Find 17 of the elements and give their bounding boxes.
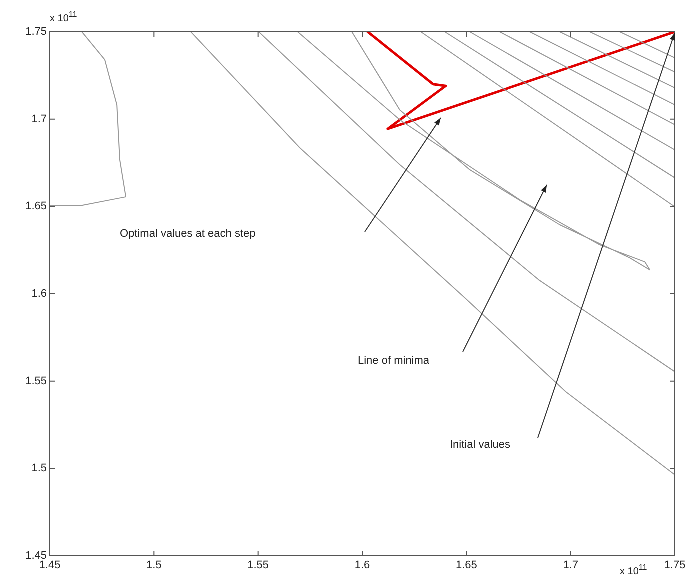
text: x 10$^{11}$ bbox=[620, 563, 648, 575]
y-tick-label: 1.6 bbox=[32, 288, 47, 300]
y-tick-label: 1.75 bbox=[26, 26, 47, 38]
y-tick-label: 1.5 bbox=[32, 462, 47, 475]
y-tick-label: 1.55 bbox=[26, 375, 47, 388]
x-tick-label: 1.65 bbox=[456, 560, 478, 572]
annotation: Initial values bbox=[450, 439, 511, 451]
x-tick-label: 1.6 bbox=[354, 560, 370, 572]
x-tick-label: 1.55 bbox=[248, 560, 270, 572]
y-tick-label: 1.7 bbox=[32, 113, 47, 126]
x-tick-label: 1.5 bbox=[146, 560, 162, 572]
annotation: Optimal values at each step bbox=[120, 228, 256, 240]
text: x 10$^{11}$ bbox=[50, 10, 78, 24]
x-tick-label: 1.7 bbox=[563, 560, 578, 572]
y-tick-label: 1.65 bbox=[26, 200, 47, 213]
annotation: Line of minima bbox=[358, 355, 430, 367]
x-tick-label: 1.75 bbox=[664, 560, 686, 572]
